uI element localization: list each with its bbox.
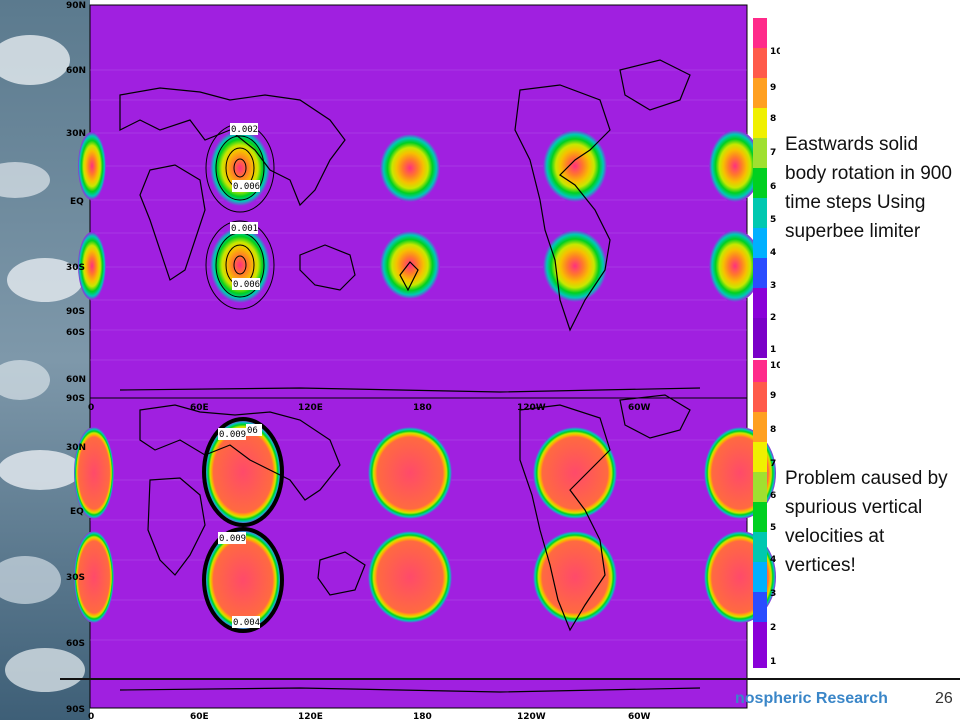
lon-label: 60E [190, 403, 209, 413]
lat-label: 90N [66, 1, 86, 11]
lon-label: 60W [628, 403, 651, 413]
colorbar-label: 4 [770, 248, 776, 258]
contour-label: 0.006 [233, 182, 260, 192]
colorbar-top [753, 18, 767, 358]
tracer-blob [543, 230, 607, 302]
colorbar-label: 10 [770, 361, 780, 371]
lat-label: 30S [66, 573, 85, 583]
lat-label: 30N [66, 443, 86, 453]
lat-label: 30S [66, 263, 85, 273]
colorbar-label: 1 [770, 657, 776, 667]
tracer-blob [78, 232, 106, 300]
footer-organization: nospheric Research [735, 690, 888, 707]
colorbar-label: 3 [770, 589, 776, 599]
colorbar-label: 8 [770, 425, 776, 435]
tracer-blob [533, 427, 617, 519]
contour-rings-bottom [202, 417, 284, 633]
tracer-blob [368, 531, 452, 623]
colorbar-label: 3 [770, 281, 776, 291]
tracer-blob [210, 130, 270, 206]
lon-label: 180 [413, 712, 432, 720]
colorbar-label: 9 [770, 83, 776, 93]
contour-label: 06 [247, 426, 258, 436]
colorbar-label: 2 [770, 313, 776, 323]
lat-label: 60N [66, 375, 86, 385]
tracer-blob [210, 227, 270, 303]
top-map-panel [89, 4, 748, 399]
lat-label: 90S [66, 705, 85, 715]
lon-label: 180 [413, 403, 432, 413]
colorbar-label: 8 [770, 114, 776, 124]
colorbar-label: 6 [770, 491, 776, 501]
tracer-blob [533, 531, 617, 623]
contour-rings-top [205, 123, 275, 310]
tracer-blob [205, 420, 281, 524]
tracer-blob [709, 130, 761, 202]
colorbar-label: 9 [770, 391, 776, 401]
tracer-blob [543, 130, 607, 202]
contour-label: 0.009 [219, 430, 246, 440]
lat-label: 60S [66, 639, 85, 649]
footer-divider [60, 678, 960, 680]
tracer-blob [205, 530, 281, 630]
lon-label: 120E [298, 712, 323, 720]
lat-label: 90S [66, 394, 85, 404]
contour-label: 0.004 [233, 618, 260, 628]
lon-label: 120W [517, 403, 546, 413]
colorbar-label: 6 [770, 182, 776, 192]
contour-label: 0.009 [219, 534, 246, 544]
bottom-tracer-blobs [74, 420, 776, 630]
colorbar-label: 1 [770, 345, 776, 355]
contour-label: 0.006 [233, 280, 260, 290]
lat-label: EQ [70, 507, 84, 517]
colorbar-label: 7 [770, 459, 776, 469]
tracer-blob [380, 134, 440, 202]
lon-label: 60W [628, 712, 651, 720]
colorbar-label: 5 [770, 215, 776, 225]
annotation-text-top: Eastwards solid body rotation in 900 tim… [785, 134, 952, 242]
tracer-blob [380, 231, 440, 299]
tracer-blob [74, 427, 114, 519]
lon-label: 60E [190, 712, 209, 720]
colorbar-label: 7 [770, 148, 776, 158]
tracer-blob [74, 531, 114, 623]
sky-background-image [0, 0, 90, 720]
colorbar-label: 5 [770, 523, 776, 533]
page-number: 26 [935, 690, 953, 707]
lon-label: 120E [298, 403, 323, 413]
lat-label: 30N [66, 129, 86, 139]
colorbar-label: 10 [770, 47, 780, 57]
colorbar-label: 4 [770, 555, 776, 565]
lon-label: 120W [517, 712, 546, 720]
coastlines [119, 59, 701, 693]
lat-label: 60N [66, 66, 86, 76]
lat-label: EQ [70, 197, 84, 207]
tracer-blob [78, 132, 106, 200]
contour-label: 0.002 [231, 125, 258, 135]
contour-label: 0.001 [231, 224, 258, 234]
lat-label: 90S [66, 307, 85, 317]
tracer-blob [709, 230, 761, 302]
annotation-text-bottom: Problem caused by spurious vertical velo… [785, 468, 948, 576]
tracer-maps-figure: 0.002 0.006 0.001 0.006 0.009 06 0.009 0… [66, 1, 780, 720]
lat-label: 60S [66, 328, 85, 338]
tracer-blob [368, 427, 452, 519]
colorbar-label: 2 [770, 623, 776, 633]
colorbar-bottom [753, 360, 767, 668]
lon-label: 0 [88, 403, 94, 413]
lon-label: 0 [88, 712, 94, 720]
